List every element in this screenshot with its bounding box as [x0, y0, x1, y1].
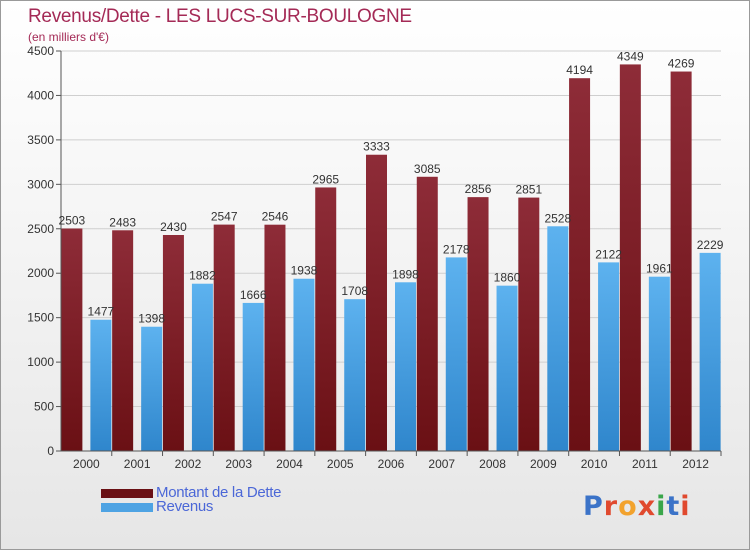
x-tick-label: 2012 [682, 457, 709, 471]
bar-dette [213, 224, 235, 451]
y-tick-label: 4500 [27, 44, 54, 58]
y-tick-label: 1500 [27, 311, 54, 325]
data-label-revenus: 1708 [341, 284, 368, 298]
data-label-revenus: 1398 [138, 312, 165, 326]
data-label-dette: 2546 [262, 210, 289, 224]
data-label-revenus: 1666 [240, 288, 267, 302]
x-tick-label: 2007 [428, 457, 455, 471]
legend-label-revenus: Revenus [156, 498, 214, 515]
bar-dette [670, 71, 692, 452]
bar-revenus [648, 276, 670, 451]
bar-revenus [242, 302, 264, 451]
bar-dette [315, 187, 337, 451]
bar-dette [569, 78, 591, 451]
x-tick-label: 2001 [124, 457, 151, 471]
data-label-dette: 2856 [465, 182, 492, 196]
data-label-revenus: 2122 [595, 247, 622, 261]
bar-revenus [293, 278, 315, 451]
legend-swatch-dette [101, 489, 153, 498]
y-tick-label: 1000 [27, 355, 54, 369]
bar-revenus [598, 262, 620, 451]
data-label-revenus: 1477 [88, 305, 115, 319]
legend-label-dette: Montant de la Dette [156, 484, 282, 501]
data-label-revenus: 2178 [443, 242, 470, 256]
y-tick-label: 500 [34, 400, 54, 414]
y-tick-label: 3500 [27, 133, 54, 147]
bar-dette [112, 230, 134, 451]
legend-swatch-revenus [101, 503, 153, 512]
y-tick-label: 3000 [27, 177, 54, 191]
x-tick-label: 2009 [530, 457, 557, 471]
data-label-dette: 4349 [617, 49, 644, 63]
data-label-revenus: 2528 [544, 211, 571, 225]
data-label-dette: 3333 [363, 140, 390, 154]
y-tick-label: 2000 [27, 266, 54, 280]
bar-dette [619, 64, 641, 451]
data-label-revenus: 1938 [291, 264, 318, 278]
bar-revenus [90, 319, 112, 451]
bar-dette [518, 197, 540, 451]
y-tick-label: 4000 [27, 88, 54, 102]
bar-revenus [344, 299, 366, 451]
data-label-dette: 2483 [109, 215, 136, 229]
x-tick-label: 2000 [73, 457, 100, 471]
x-tick-label: 2002 [175, 457, 202, 471]
bar-dette [467, 197, 489, 451]
proxiti-logo: Proxiti [583, 491, 691, 522]
data-label-dette: 2547 [211, 210, 238, 224]
bar-revenus [699, 252, 721, 451]
x-tick-label: 2010 [581, 457, 608, 471]
x-tick-label: 2008 [479, 457, 506, 471]
data-label-dette: 3085 [414, 162, 441, 176]
bar-dette [61, 228, 83, 451]
bar-revenus [141, 326, 163, 451]
bar-revenus [191, 283, 213, 451]
bar-revenus [496, 285, 518, 451]
x-tick-label: 2006 [378, 457, 405, 471]
x-tick-label: 2011 [632, 457, 658, 471]
data-label-dette: 4194 [566, 63, 593, 77]
data-label-revenus: 1961 [646, 262, 673, 276]
bar-dette [416, 176, 438, 451]
data-label-dette: 4269 [668, 57, 695, 71]
y-tick-label: 2500 [27, 222, 54, 236]
labels: 0 500 1000 1500 2000 2500 3000 3500 4000 4500 2000… [27, 44, 723, 471]
bar-dette [264, 224, 286, 451]
bars [61, 64, 721, 452]
data-label-dette: 2851 [515, 183, 542, 197]
bar-dette [366, 154, 387, 451]
data-label-dette: 2503 [59, 214, 86, 228]
chart-subtitle: (en milliers d'€) [28, 30, 109, 44]
x-tick-label: 2003 [225, 457, 252, 471]
chart-title: Revenus/Dette - LES LUCS-SUR-BOULOGNE [28, 6, 412, 27]
x-tick-label: 2004 [276, 457, 303, 471]
y-tick-label: 0 [47, 444, 54, 458]
data-label-dette: 2965 [312, 172, 339, 186]
data-label-revenus: 2229 [697, 238, 724, 252]
x-tick-label: 2005 [327, 457, 354, 471]
data-label-revenus: 1898 [392, 267, 419, 281]
bar-dette [162, 235, 184, 451]
bar-revenus [547, 226, 569, 451]
data-label-revenus: 1882 [189, 269, 216, 283]
bar-revenus [445, 257, 467, 451]
data-label-revenus: 1860 [494, 271, 521, 285]
axes [56, 50, 722, 456]
bar-revenus [395, 282, 416, 451]
data-label-dette: 2430 [160, 220, 187, 234]
